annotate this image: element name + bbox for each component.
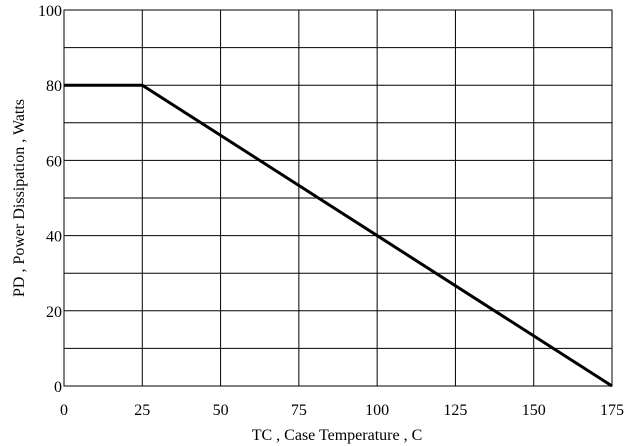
y-tick-label: 20	[46, 304, 62, 321]
y-tick-labels: 0 20 40 60 80 100	[38, 3, 62, 396]
y-tick-label: 80	[46, 78, 62, 95]
x-tick-label: 75	[291, 402, 307, 419]
x-tick-label: 125	[443, 402, 467, 419]
series-lines	[64, 83, 613, 388]
x-tick-label: 25	[134, 402, 150, 419]
y-axis-title: PD , Power Dissipation , Watts	[11, 99, 28, 297]
x-axis-title: TC , Case Temperature , C	[252, 427, 423, 444]
x-tick-labels: 0 25 50 75 100 125 150 175	[60, 402, 624, 419]
x-tick-label: 100	[365, 402, 389, 419]
y-tick-label: 40	[46, 229, 62, 246]
series-line	[64, 83, 613, 388]
plot-frame	[63, 9, 613, 387]
grid	[63, 9, 613, 387]
y-tick-label: 100	[38, 3, 62, 20]
x-tick-label: 150	[522, 402, 546, 419]
x-tick-label: 175	[600, 402, 624, 419]
x-tick-label: 50	[213, 402, 229, 419]
x-tick-label: 0	[60, 402, 68, 419]
y-tick-label: 0	[54, 379, 62, 396]
y-tick-label: 60	[46, 153, 62, 170]
